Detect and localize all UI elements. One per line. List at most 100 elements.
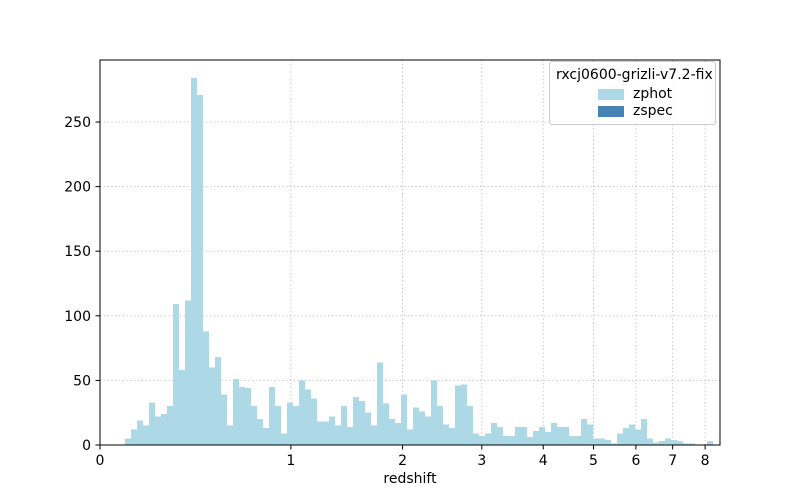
histogram-bar xyxy=(484,433,491,445)
histogram-bar xyxy=(190,78,197,445)
histogram-bar xyxy=(304,389,311,445)
histogram-bar xyxy=(592,438,599,445)
histogram-bar xyxy=(580,419,587,445)
histogram-bar xyxy=(676,441,683,445)
legend-title: rxcj0600-grizli-v7.2-fix xyxy=(556,67,713,83)
y-tick-label: 0 xyxy=(82,438,91,454)
histogram-bar xyxy=(346,426,353,445)
histogram-bar xyxy=(640,419,647,445)
histogram-bar xyxy=(568,435,575,445)
histogram-bar xyxy=(430,380,437,445)
histogram-bar xyxy=(340,406,347,445)
histogram-bar xyxy=(634,429,641,445)
legend: rxcj0600-grizli-v7.2-fix zphot zspec xyxy=(549,61,716,125)
histogram-bar xyxy=(154,416,161,445)
histogram-bar xyxy=(412,407,419,445)
histogram-bar xyxy=(586,424,593,445)
histogram-bar xyxy=(514,426,521,445)
histogram-bar xyxy=(232,379,239,445)
histogram-bar xyxy=(202,331,209,445)
y-tick-label: 150 xyxy=(64,244,91,260)
zspec-swatch xyxy=(598,106,624,117)
histogram-bar xyxy=(394,423,401,445)
histogram-bar xyxy=(160,413,167,445)
histogram-bar xyxy=(436,406,443,445)
histogram-bar xyxy=(178,370,185,445)
histogram-bar xyxy=(496,426,503,445)
histogram-bar xyxy=(370,425,377,445)
histogram-bar xyxy=(268,386,275,445)
histogram-bar xyxy=(196,94,203,445)
histogram-bar xyxy=(352,397,359,445)
histogram-bar xyxy=(706,441,713,445)
histogram-bar xyxy=(526,437,533,445)
histogram-bar xyxy=(598,438,605,445)
histogram-bar xyxy=(622,428,629,445)
histogram-bar xyxy=(142,425,149,445)
histogram-bar xyxy=(646,438,653,445)
histogram-bar xyxy=(562,426,569,445)
x-tick-label: 5 xyxy=(589,453,598,469)
histogram-bar xyxy=(286,402,293,445)
histogram-bar xyxy=(556,426,563,445)
histogram-bar xyxy=(280,433,287,445)
histogram-bar xyxy=(658,441,665,445)
y-tick-label: 250 xyxy=(64,115,91,131)
zspec-label: zspec xyxy=(633,103,673,119)
histogram-bar xyxy=(616,433,623,445)
histogram-bar xyxy=(406,429,413,445)
histogram-bar xyxy=(478,435,485,445)
histogram-bar xyxy=(610,443,617,445)
y-tick-label: 200 xyxy=(64,180,91,196)
x-tick-label: 2 xyxy=(398,453,407,469)
legend-item-zspec: zspec xyxy=(556,103,709,119)
histogram-bar xyxy=(364,412,371,445)
histogram-bar xyxy=(172,304,179,445)
histogram-bar xyxy=(166,406,173,445)
legend-item-zphot: zphot xyxy=(556,86,709,102)
x-tick-label: 0 xyxy=(96,453,105,469)
x-tick-label: 7 xyxy=(668,453,677,469)
histogram-bar xyxy=(298,380,305,445)
histogram-bar xyxy=(124,438,131,445)
histogram-bar xyxy=(256,419,263,445)
histogram-bar xyxy=(238,386,245,445)
histogram-bar xyxy=(316,421,323,445)
x-tick-label: 1 xyxy=(286,453,295,469)
axes-spines xyxy=(99,59,721,446)
zphot-label: zphot xyxy=(633,86,673,102)
histogram-bar xyxy=(670,439,677,445)
histogram-bar xyxy=(148,402,155,445)
histogram-bar xyxy=(388,419,395,445)
histogram-bar xyxy=(184,300,191,445)
histogram-bar xyxy=(532,430,539,445)
histogram-bar xyxy=(628,424,635,445)
x-tick-label: 4 xyxy=(539,453,548,469)
histogram-bar xyxy=(442,424,449,445)
histogram-bar xyxy=(652,442,659,445)
zphot-swatch xyxy=(598,89,624,100)
histogram-bar xyxy=(418,411,425,445)
histogram-bar xyxy=(310,398,317,445)
histogram-bar xyxy=(322,421,329,445)
histogram-bar xyxy=(472,433,479,445)
histogram-bar xyxy=(376,362,383,445)
histogram-bar xyxy=(682,443,689,445)
histogram-bar xyxy=(460,384,467,445)
x-axis-label: redshift xyxy=(383,471,437,487)
histogram-bar xyxy=(262,428,269,445)
x-tick-label: 6 xyxy=(631,453,640,469)
histogram-bar xyxy=(664,438,671,445)
histogram-bar xyxy=(448,428,455,445)
histogram-bar xyxy=(334,425,341,445)
histogram-bar xyxy=(130,429,137,445)
histogram-bar xyxy=(520,426,527,445)
histogram-bar xyxy=(490,423,497,445)
histogram-bar xyxy=(358,401,365,445)
histogram-bar xyxy=(508,435,515,445)
histogram-bar xyxy=(424,416,431,445)
histogram-bar xyxy=(274,406,281,445)
histogram-bar xyxy=(136,420,143,445)
